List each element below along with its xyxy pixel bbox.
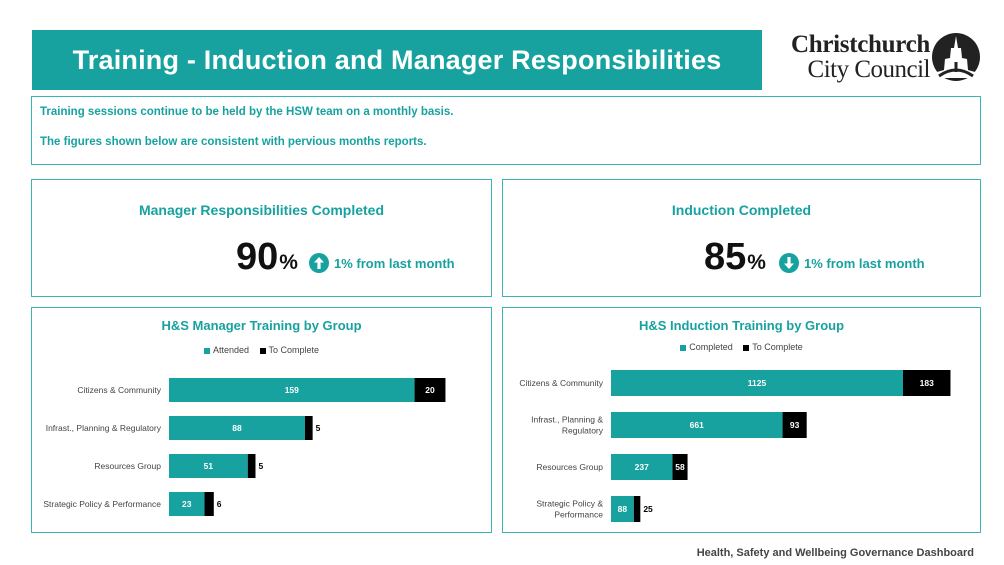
bar-completed xyxy=(611,370,903,396)
arrow-up-circle-icon xyxy=(309,253,329,273)
category-label-line: Infrast., Planning & Regulatory xyxy=(46,423,162,433)
cathedral-icon xyxy=(932,33,980,81)
data-label: 6 xyxy=(217,499,222,509)
arrow-down-circle-icon xyxy=(779,253,799,273)
legend-item: To Complete xyxy=(743,342,803,352)
kpi-manager-card: Manager Responsibilities Completed 90 % … xyxy=(31,179,492,297)
logo-text: Christchurch City Council xyxy=(770,31,931,83)
kpi-manager-title: Manager Responsibilities Completed xyxy=(138,202,385,218)
data-label: 58 xyxy=(675,462,685,472)
logo-line1: Christchurch xyxy=(790,31,930,58)
page-title: Training - Induction and Manager Respons… xyxy=(72,44,722,75)
category-label-line: Strategic Policy & xyxy=(536,499,603,509)
category-label-line: Strategic Policy & Performance xyxy=(43,499,161,509)
bar-completed xyxy=(611,496,634,522)
category-label-line: Resources Group xyxy=(94,461,161,471)
data-label: 20 xyxy=(425,385,435,395)
legend-item: To Complete xyxy=(259,345,320,355)
data-label: 237 xyxy=(635,462,649,472)
legend-swatch xyxy=(259,347,266,354)
note-line: Training sessions continue to be held by… xyxy=(40,106,454,118)
bar-to-complete xyxy=(782,412,807,438)
category-label-line: Citizens & Community xyxy=(77,385,161,395)
category-label: Citizens & Community xyxy=(77,385,161,395)
chart-legend: Attended To Complete xyxy=(32,345,491,355)
kpi-induction-change-text: 1% from last month xyxy=(804,255,925,271)
kpi-manager-change-text: 1% from last month xyxy=(334,255,455,271)
kpi-induction-card: Induction Completed 85 % 1% from last mo… xyxy=(502,179,981,297)
kpi-manager-number: 90 xyxy=(236,236,279,278)
chart-title: H&S Induction Training by Group xyxy=(638,318,845,333)
kpi-induction-number: 85 xyxy=(704,236,747,278)
legend-label: Completed xyxy=(689,342,733,352)
chart-legend: Completed To Complete xyxy=(503,342,980,352)
bar-to-complete xyxy=(204,492,214,516)
data-label: 183 xyxy=(920,378,934,388)
bar-to-complete xyxy=(304,416,313,440)
data-label: 1125 xyxy=(748,378,767,388)
data-label: 661 xyxy=(690,420,704,430)
kpi-manager-change: 1% from last month xyxy=(309,253,455,273)
kpi-manager-unit: % xyxy=(279,251,298,274)
data-label: 51 xyxy=(204,461,214,471)
category-label: Infrast., Planning & Regulatory xyxy=(46,423,162,433)
council-logo: Christchurch City Council xyxy=(770,30,982,86)
legend-label: Attended xyxy=(212,345,249,355)
category-label-line: Resources Group xyxy=(536,462,603,472)
legend-swatch xyxy=(203,347,210,354)
kpi-induction-unit: % xyxy=(747,251,766,274)
data-label: 88 xyxy=(618,504,628,514)
data-label: 25 xyxy=(643,504,653,514)
manager-training-chart: H&S Manager Training by Group Attended T… xyxy=(31,307,492,533)
category-label: Infrast., Planning & Regulatory xyxy=(531,415,604,436)
category-label-line: Performance xyxy=(554,510,603,520)
bar-completed xyxy=(169,454,248,478)
legend-label: To Complete xyxy=(752,342,803,352)
legend-label: To Complete xyxy=(268,345,320,355)
bar-completed xyxy=(611,412,783,438)
title-banner: Training - Induction and Manager Respons… xyxy=(32,30,762,90)
category-label: Citizens & Community xyxy=(519,378,603,388)
bar-to-complete xyxy=(902,370,951,396)
data-label: 23 xyxy=(182,499,192,509)
category-label-line: Citizens & Community xyxy=(519,378,603,388)
legend-swatch xyxy=(743,344,750,351)
bar-completed xyxy=(611,454,673,480)
data-label: 159 xyxy=(285,385,299,395)
note-line: The figures shown below are consistent w… xyxy=(40,136,427,148)
data-label: 88 xyxy=(232,423,242,433)
category-label: Strategic Policy & Performance xyxy=(43,499,161,509)
induction-training-chart: H&S Induction Training by Group Complete… xyxy=(502,307,981,533)
bar-completed xyxy=(169,378,415,402)
kpi-induction-change: 1% from last month xyxy=(779,253,925,273)
category-label: Resources Group xyxy=(94,461,161,471)
data-label: 5 xyxy=(258,461,263,471)
kpi-induction-title: Induction Completed xyxy=(671,202,812,218)
bar-to-complete xyxy=(247,454,256,478)
chart-plot: Citizens & Community 159 20 Infrast., Plann… xyxy=(43,378,446,516)
footer-text: Health, Safety and Wellbeing Governance … xyxy=(696,547,974,559)
data-label: 93 xyxy=(790,420,800,430)
bar-completed xyxy=(169,416,305,440)
chart-plot: Citizens & Community 1125 183 Infrast., Pla… xyxy=(519,370,951,522)
data-label: 5 xyxy=(316,423,321,433)
legend-item: Completed xyxy=(680,342,733,352)
category-label: Resources Group xyxy=(536,462,603,472)
bar-completed xyxy=(169,492,205,516)
kpi-induction-value: 85 % xyxy=(704,236,766,279)
bar-to-complete xyxy=(633,496,641,522)
notes-panel: Training sessions continue to be held by… xyxy=(31,96,981,165)
category-label: Strategic Policy & Performance xyxy=(536,499,603,520)
logo-line2: City Council xyxy=(807,56,931,83)
legend-item: Attended xyxy=(203,345,249,355)
kpi-manager-value: 90 % xyxy=(236,236,298,279)
category-label-line: Regulatory xyxy=(562,426,604,436)
chart-title: H&S Manager Training by Group xyxy=(161,318,362,333)
bar-to-complete xyxy=(672,454,688,480)
legend-swatch xyxy=(680,344,687,351)
bar-to-complete xyxy=(414,378,446,402)
category-label-line: Infrast., Planning & xyxy=(531,415,603,425)
